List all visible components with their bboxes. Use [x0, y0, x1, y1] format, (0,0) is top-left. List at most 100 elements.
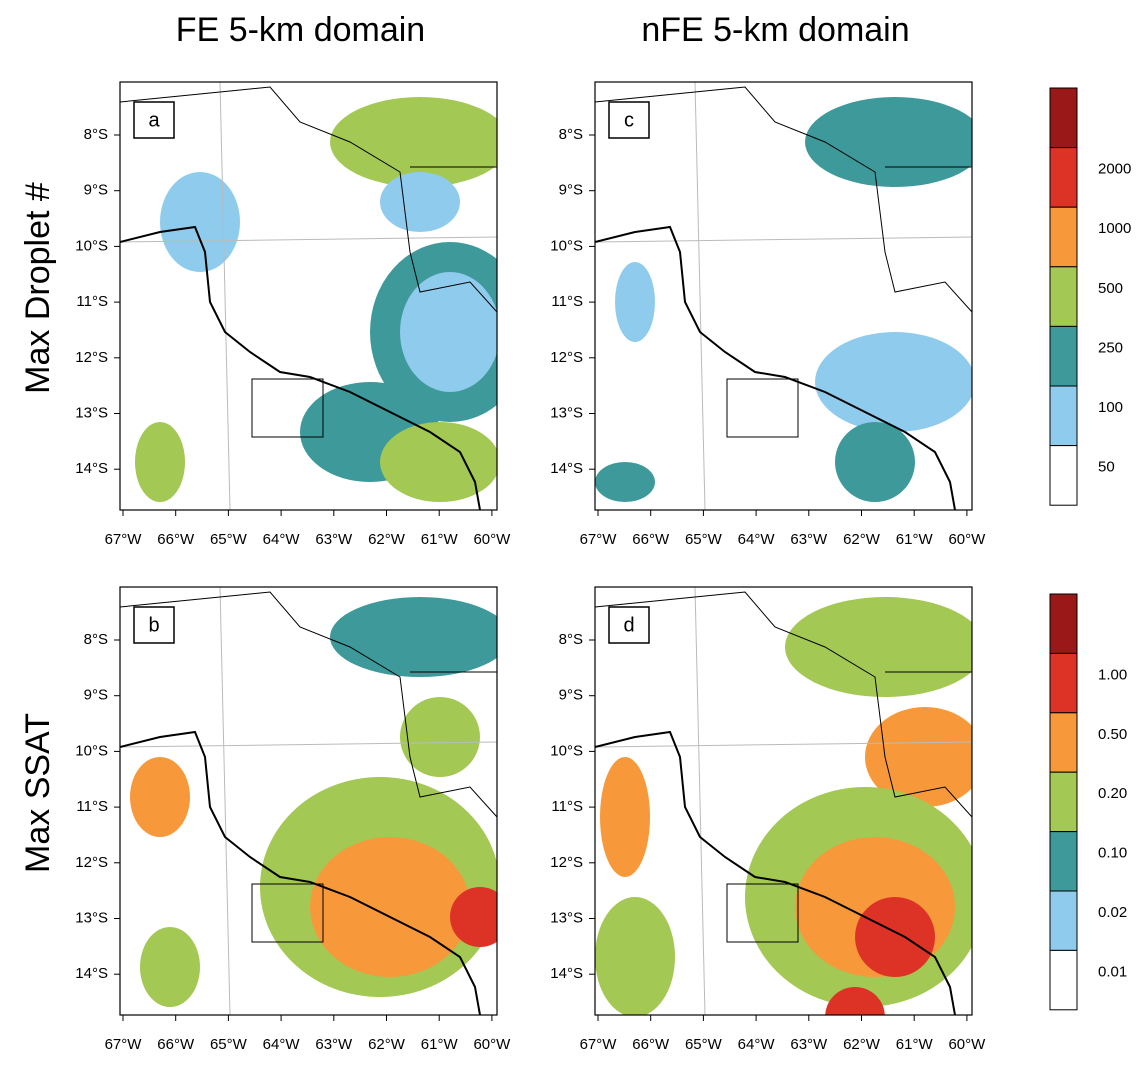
x-tick-label: 61°W: [421, 531, 459, 548]
x-tick-label: 62°W: [368, 531, 406, 548]
contour-region: [160, 172, 240, 272]
y-tick-label: 11°S: [76, 293, 108, 310]
x-tick-label: 67°W: [580, 1036, 618, 1053]
x-tick-label: 63°W: [315, 531, 353, 548]
panel-letter: d: [623, 614, 634, 636]
y-tick-label: 8°S: [84, 126, 108, 143]
x-tick-label: 66°W: [157, 531, 195, 548]
y-tick-label: 12°S: [75, 349, 108, 366]
x-tick-label: 62°W: [843, 1036, 881, 1053]
x-tick-label: 65°W: [685, 531, 723, 548]
x-tick-label: 65°W: [685, 1036, 723, 1053]
x-tick-label: 67°W: [105, 1036, 143, 1053]
panel-letter: b: [148, 614, 159, 636]
x-tick-label: 60°W: [473, 1036, 511, 1053]
colorbar-box: [1050, 772, 1077, 831]
colorbar-box: [1050, 207, 1077, 267]
colorbar-label: 500: [1098, 280, 1123, 297]
contour-region: [380, 422, 500, 502]
contour-region: [400, 272, 500, 392]
y-tick-label: 8°S: [559, 631, 583, 648]
panel-letter: c: [624, 109, 634, 131]
colorbar-label: 0.10: [1098, 845, 1127, 862]
contour-region: [380, 172, 460, 232]
row-label: Max SSAT: [19, 713, 57, 873]
colorbar-box: [1050, 713, 1077, 772]
contour-region: [330, 597, 510, 677]
y-tick-label: 10°S: [550, 237, 583, 254]
y-tick-label: 10°S: [75, 742, 108, 759]
colorbar-label: 50: [1098, 459, 1115, 476]
colorbar-box: [1050, 326, 1077, 386]
colorbar-label: 250: [1098, 339, 1123, 356]
y-tick-label: 11°S: [551, 293, 583, 310]
y-tick-label: 9°S: [559, 687, 583, 704]
row-label: Max Droplet #: [19, 182, 57, 394]
y-tick-label: 8°S: [84, 631, 108, 648]
contour-region: [130, 757, 190, 837]
x-tick-label: 67°W: [105, 531, 143, 548]
map-field: [595, 587, 985, 1047]
y-tick-label: 12°S: [550, 854, 583, 871]
colorbar-label: 0.20: [1098, 785, 1127, 802]
colorbar-box: [1050, 653, 1077, 712]
colorbar-label: 0.01: [1098, 963, 1127, 980]
map-field: [120, 587, 510, 1015]
x-tick-label: 62°W: [843, 531, 881, 548]
colorbar-label: 100: [1098, 399, 1123, 416]
y-tick-label: 12°S: [550, 349, 583, 366]
column-title: nFE 5-km domain: [641, 11, 909, 49]
x-tick-label: 60°W: [473, 531, 511, 548]
y-tick-label: 8°S: [559, 126, 583, 143]
y-tick-label: 14°S: [75, 460, 108, 477]
contour-region: [595, 897, 675, 1017]
column-title: FE 5-km domain: [176, 11, 425, 49]
y-tick-label: 13°S: [550, 909, 583, 926]
y-tick-label: 11°S: [76, 798, 108, 815]
colorbar-label: 2000: [1098, 161, 1131, 178]
contour-region: [600, 757, 650, 877]
y-tick-label: 10°S: [550, 742, 583, 759]
x-tick-label: 64°W: [738, 1036, 776, 1053]
figure: FE 5-km domain nFE 5-km domain Max Droplet…: [0, 0, 1138, 1060]
x-tick-label: 61°W: [421, 1036, 459, 1053]
x-tick-label: 64°W: [263, 531, 301, 548]
contour-region: [815, 332, 975, 432]
contour-region: [450, 887, 510, 947]
contour-region: [855, 897, 935, 977]
x-tick-label: 63°W: [790, 1036, 828, 1053]
graticule: [695, 587, 705, 1015]
x-tick-label: 66°W: [157, 1036, 195, 1053]
x-tick-label: 60°W: [948, 531, 986, 548]
map-panel: c8°S9°S10°S11°S12°S13°S14°S67°W66°W65°W6…: [550, 82, 986, 548]
contour-region: [785, 597, 985, 697]
colorbar-box: [1050, 594, 1077, 653]
contour-region: [140, 927, 200, 1007]
graticule: [220, 587, 230, 1015]
y-tick-label: 12°S: [75, 854, 108, 871]
colorbar-box: [1050, 267, 1077, 327]
contour-region: [310, 837, 470, 977]
map-field: [595, 82, 985, 510]
contour-region: [805, 97, 985, 187]
x-tick-label: 64°W: [738, 531, 776, 548]
x-tick-label: 62°W: [368, 1036, 406, 1053]
map-panel: b8°S9°S10°S11°S12°S13°S14°S67°W66°W65°W6…: [75, 587, 511, 1053]
x-tick-label: 65°W: [210, 1036, 248, 1053]
contour-region: [135, 422, 185, 502]
x-tick-label: 61°W: [896, 531, 934, 548]
colorbar-label: 0.50: [1098, 726, 1127, 743]
colorbar-box: [1050, 950, 1077, 1009]
y-tick-label: 13°S: [75, 404, 108, 421]
x-tick-label: 66°W: [632, 531, 670, 548]
y-tick-label: 10°S: [75, 237, 108, 254]
x-tick-label: 63°W: [790, 531, 828, 548]
colorbar-box: [1050, 891, 1077, 950]
y-tick-label: 9°S: [84, 182, 108, 199]
y-tick-label: 13°S: [550, 404, 583, 421]
colorbar-box: [1050, 446, 1077, 506]
y-tick-label: 11°S: [551, 798, 583, 815]
y-tick-label: 9°S: [84, 687, 108, 704]
